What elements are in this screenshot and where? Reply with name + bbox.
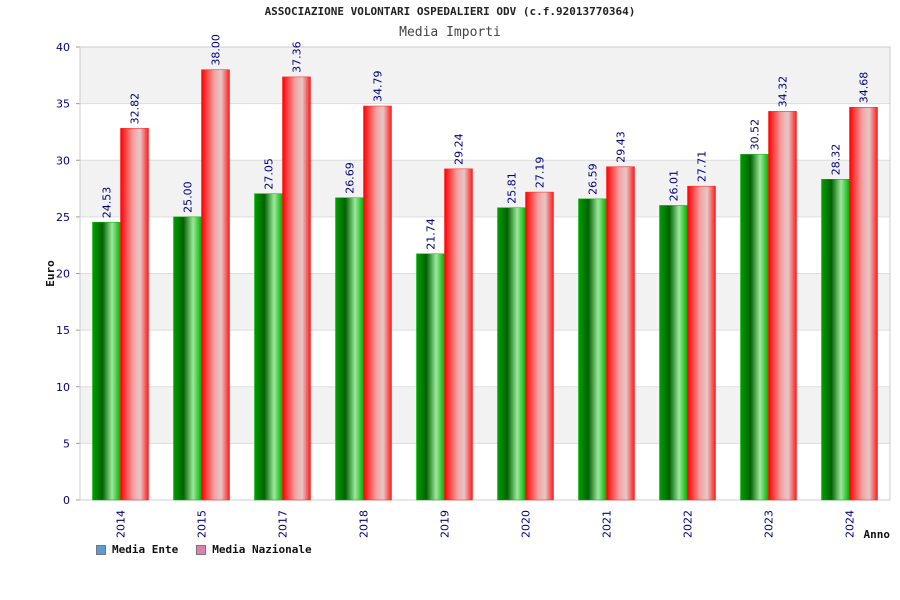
data-label: 24.53 — [101, 187, 114, 219]
legend-item-media-nazionale: Media Nazionale — [196, 543, 312, 556]
bar-media-nazionale-2021 — [606, 166, 635, 501]
y-tick-label: 20 — [56, 268, 70, 281]
x-tick-label: 2014 — [115, 510, 128, 538]
data-label: 25.81 — [506, 172, 519, 204]
x-axis-title: Anno — [864, 528, 891, 541]
legend-label-media-nazionale: Media Nazionale — [212, 543, 312, 556]
y-tick-label: 15 — [56, 324, 70, 337]
y-tick-label: 10 — [56, 381, 70, 394]
legend-swatch-media-nazionale — [196, 544, 207, 555]
x-tick-label: 2021 — [601, 510, 614, 538]
bar-media-nazionale-2015 — [201, 69, 230, 501]
x-tick-label: 2023 — [763, 510, 776, 538]
y-tick-label: 0 — [63, 494, 70, 507]
chart-subtitle: Media Importi — [399, 25, 501, 40]
bar-media-ente-2017 — [254, 193, 283, 501]
bar-media-ente-2014 — [92, 221, 121, 501]
x-tick-label: 2015 — [196, 510, 209, 538]
bar-media-ente-2023 — [740, 154, 769, 501]
bar-media-nazionale-2022 — [687, 185, 716, 501]
data-label: 34.32 — [777, 76, 790, 108]
data-label: 26.69 — [344, 162, 357, 194]
x-tick-label: 2018 — [358, 510, 371, 538]
x-tick-label: 2022 — [682, 510, 695, 538]
x-tick-label: 2020 — [520, 510, 533, 538]
y-tick-label: 40 — [56, 41, 70, 54]
data-label: 32.82 — [129, 93, 142, 125]
bar-media-ente-2024 — [821, 179, 850, 501]
legend-item-media-ente: Media Ente — [96, 543, 178, 556]
legend-swatch-media-ente — [96, 544, 106, 555]
data-labels: 24.53 32.82 25.00 38.00 27.05 37.36 26.69 34.79… — [101, 34, 871, 250]
axes: 0 5 10 15 20 25 30 35 40 Euro Anno 2014 2015 2017 2018… — [44, 41, 891, 541]
data-label: 29.43 — [615, 131, 628, 163]
x-tick-label: 2017 — [277, 510, 290, 538]
bars — [92, 69, 878, 501]
y-tick-label: 30 — [56, 154, 70, 167]
bar-media-ente-2019 — [416, 253, 445, 501]
data-label: 38.00 — [210, 34, 223, 66]
data-label: 34.79 — [372, 71, 385, 103]
bar-media-nazionale-2023 — [768, 111, 797, 501]
y-tick-label: 5 — [63, 437, 70, 450]
bar-media-nazionale-2014 — [120, 128, 149, 501]
data-label: 27.05 — [263, 158, 276, 190]
data-label: 29.24 — [453, 133, 466, 165]
y-tick-label: 35 — [56, 98, 70, 111]
bar-media-ente-2020 — [497, 207, 526, 501]
data-label: 27.19 — [534, 157, 547, 189]
bar-media-ente-2021 — [578, 198, 607, 501]
bar-media-ente-2022 — [659, 205, 688, 501]
bar-media-nazionale-2019 — [444, 168, 473, 501]
y-axis-title: Euro — [44, 260, 57, 287]
data-label: 26.01 — [668, 170, 681, 202]
chart-title: ASSOCIAZIONE VOLONTARI OSPEDALIERI ODV (… — [264, 5, 636, 18]
x-tick-label: 2024 — [844, 510, 857, 538]
legend-label-media-ente: Media Ente — [112, 543, 179, 556]
bar-media-nazionale-2018 — [363, 105, 392, 501]
legend: Media Ente Media Nazionale — [96, 543, 312, 556]
data-label: 26.59 — [587, 163, 600, 195]
bar-media-nazionale-2017 — [282, 76, 311, 501]
x-tick-label: 2019 — [439, 510, 452, 538]
bar-media-nazionale-2024 — [849, 106, 878, 501]
bar-media-ente-2018 — [335, 197, 364, 501]
data-label: 37.36 — [291, 41, 304, 73]
data-label: 27.71 — [696, 151, 709, 183]
data-label: 25.00 — [182, 181, 195, 213]
data-label: 30.52 — [749, 119, 762, 151]
y-tick-label: 25 — [56, 211, 70, 224]
data-label: 28.32 — [830, 144, 843, 176]
data-label: 21.74 — [425, 218, 438, 250]
data-label: 34.68 — [858, 72, 871, 104]
plot-frame — [79, 46, 891, 501]
bar-media-ente-2015 — [173, 216, 202, 501]
bar-media-nazionale-2020 — [525, 191, 554, 501]
